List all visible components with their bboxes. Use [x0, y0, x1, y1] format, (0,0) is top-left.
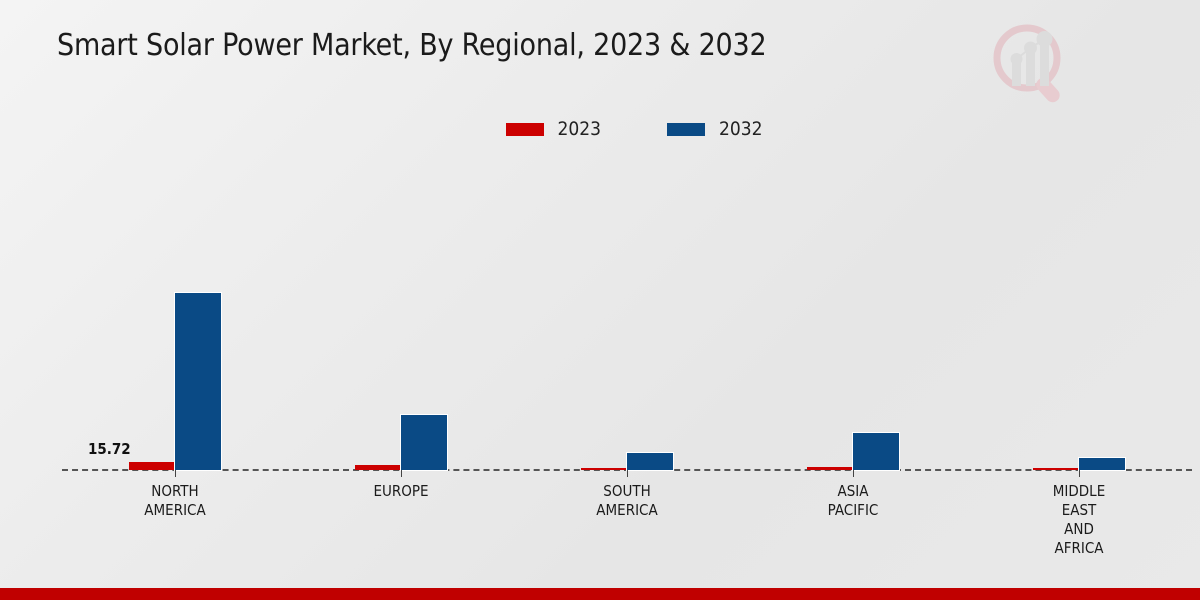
x-label-line: EUROPE: [373, 482, 429, 500]
bar-2032-europe[interactable]: [400, 414, 448, 471]
x-label-line: AFRICA: [1054, 539, 1104, 557]
plot-area: 15.72 NORTH AMERICA EUROPE: [62, 160, 1192, 557]
x-label-line: AMERICA: [596, 501, 658, 519]
x-label-line: MIDDLE: [1052, 482, 1106, 500]
bar-group-europe: EUROPE: [288, 160, 514, 500]
x-tick-north-america: [175, 470, 176, 477]
bar-2023-europe[interactable]: [355, 465, 401, 470]
bar-group-north-america: 15.72 NORTH AMERICA: [62, 160, 288, 519]
legend-swatch-2032: [667, 122, 705, 136]
magnifier-bar-chart-logo-watermark: [985, 18, 1080, 108]
x-label-line: AND: [1064, 520, 1094, 538]
x-label-europe: EUROPE: [288, 482, 514, 501]
x-label-line: EAST: [1061, 501, 1097, 519]
bar-2023-asia-pacific[interactable]: [807, 467, 853, 470]
x-label-middle-east-and-africa: MIDDLE EAST AND AFRICA: [966, 482, 1192, 558]
x-label-south-america: SOUTH AMERICA: [514, 482, 740, 520]
bar-2023-middle-east-and-africa[interactable]: [1033, 468, 1079, 470]
x-tick-middle-east-and-africa: [1079, 470, 1080, 477]
bar-group-middle-east-and-africa: MIDDLE EAST AND AFRICA: [966, 160, 1192, 557]
x-tick-europe: [401, 470, 402, 477]
bar-2032-middle-east-and-africa[interactable]: [1078, 457, 1126, 471]
legend-item-2023[interactable]: 2023: [505, 118, 602, 140]
bar-2032-south-america[interactable]: [626, 452, 674, 471]
x-tick-asia-pacific: [853, 470, 854, 477]
x-label-line: PACIFIC: [827, 501, 879, 519]
x-label-line: ASIA: [837, 482, 869, 500]
bar-2023-south-america[interactable]: [581, 468, 627, 470]
x-label-north-america: NORTH AMERICA: [62, 482, 288, 520]
legend-item-2032[interactable]: 2032: [667, 118, 763, 140]
x-label-line: SOUTH: [603, 482, 651, 500]
bar-2032-asia-pacific[interactable]: [852, 432, 900, 471]
x-label-line: AMERICA: [144, 501, 206, 519]
bar-group-asia-pacific: ASIA PACIFIC: [740, 160, 966, 519]
page-title: Smart Solar Power Market, By Regional, 2…: [57, 28, 767, 63]
bar-group-south-america: SOUTH AMERICA: [514, 160, 740, 519]
x-tick-south-america: [627, 470, 628, 477]
x-label-asia-pacific: ASIA PACIFIC: [740, 482, 966, 520]
chart-legend: 2023 2032: [0, 118, 1200, 140]
x-label-line: NORTH: [151, 482, 199, 500]
legend-label-2023: 2023: [557, 118, 602, 140]
legend-label-2032: 2032: [719, 118, 763, 140]
bar-2032-north-america[interactable]: [174, 292, 222, 471]
data-label-north-america-2023: 15.72: [88, 440, 131, 458]
legend-swatch-2023: [505, 122, 544, 136]
bottom-accent-band: [0, 588, 1200, 600]
bar-2023-north-america[interactable]: [129, 462, 175, 470]
